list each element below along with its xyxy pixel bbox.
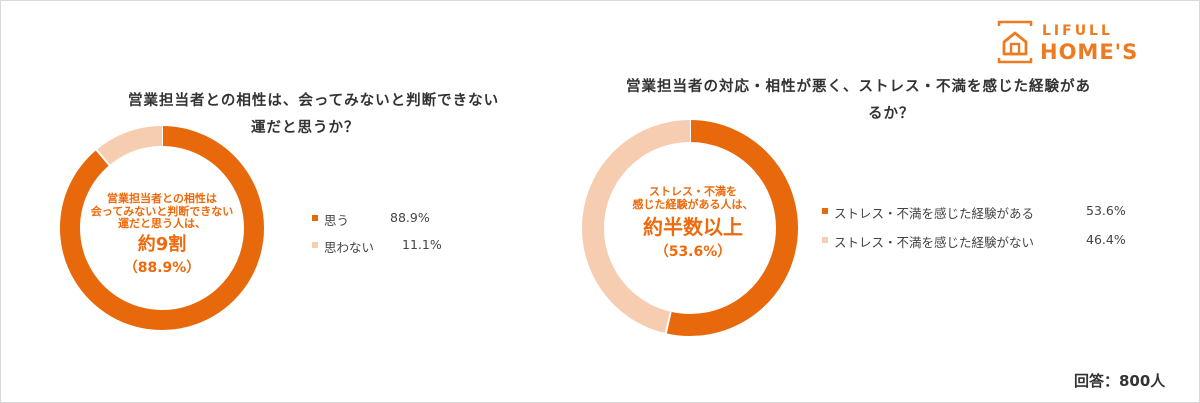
donut-separator — [664, 311, 672, 334]
legend-swatch-icon — [312, 242, 318, 248]
legend-swatch-icon — [822, 237, 828, 243]
legend-swatch-icon — [312, 215, 318, 221]
chart-2-title-line-1: 営業担当者の対応・相性が悪く、ストレス・不満を感じた経験があ — [626, 79, 1091, 95]
chart-2-center-headline: 約半数以上 — [643, 215, 743, 239]
chart-1-center-percent: （88.9%） — [123, 259, 201, 276]
donut-separator — [95, 149, 111, 166]
chart-1-title: 営業担当者との相性は、会ってみないと判断できない 運だと思うか？ — [128, 88, 538, 142]
logo-text-top: LIFULL — [1042, 23, 1113, 39]
chart-1-title-line-2: 運だと思うか？ — [251, 120, 360, 136]
donut-slice-2 — [96, 126, 163, 166]
chart-1-center-label: 営業担当者との相性は 会ってみないと判断できない 運だと思う人は、 約9割 （8… — [62, 192, 262, 279]
chart-1-center-headline: 約9割 — [137, 233, 187, 255]
logo-text-bottom: HOME'S — [1040, 40, 1139, 64]
lifull-homes-logo: LIFULL HOME'S — [996, 20, 1168, 68]
chart-1-donut — [60, 126, 264, 330]
chart-2-center-line-1: ストレス・不満を — [649, 185, 737, 198]
legend-value: 11.1% — [402, 237, 442, 252]
respondent-count-note: 回答：800人 — [1074, 372, 1166, 390]
legend-label: ストレス・不満を感じた経験がない — [834, 235, 1035, 250]
chart-2-title-line-2: るか？ — [868, 106, 915, 122]
chart-1-center-line-1: 営業担当者との相性は — [107, 192, 217, 205]
house-icon — [997, 20, 1033, 64]
legend-swatch-icon — [822, 208, 828, 214]
legend-label: ストレス・不満を感じた経験がある — [834, 206, 1035, 221]
chart-1-center-line-3: 運だと思う人は、 — [118, 217, 206, 230]
chart-2-center-percent: （53.6%） — [654, 244, 732, 260]
legend-value: 46.4% — [1086, 232, 1126, 247]
legend-label: 思う — [324, 213, 350, 228]
donut-slice-1 — [665, 120, 798, 336]
donut-slice-2 — [582, 120, 691, 334]
chart-1-title-line-1: 営業担当者との相性は、会ってみないと判断できない — [128, 93, 500, 109]
chart-2-title: 営業担当者の対応・相性が悪く、ストレス・不満を感じた経験があ るか？ — [626, 74, 1146, 128]
chart-2-donut — [582, 120, 798, 336]
chart-2-center-label: ストレス・不満を 感じた経験がある人は、 約半数以上 （53.6%） — [593, 185, 793, 263]
legend-value: 53.6% — [1086, 203, 1126, 218]
chart-2-center-line-2: 感じた経験がある人は、 — [632, 197, 754, 211]
donut-slice-1 — [60, 126, 264, 330]
chart-1-center-line-2: 会ってみないと判断できない — [90, 204, 234, 218]
legend-label: 思わない — [324, 240, 375, 255]
legend-value: 88.9% — [390, 210, 430, 225]
